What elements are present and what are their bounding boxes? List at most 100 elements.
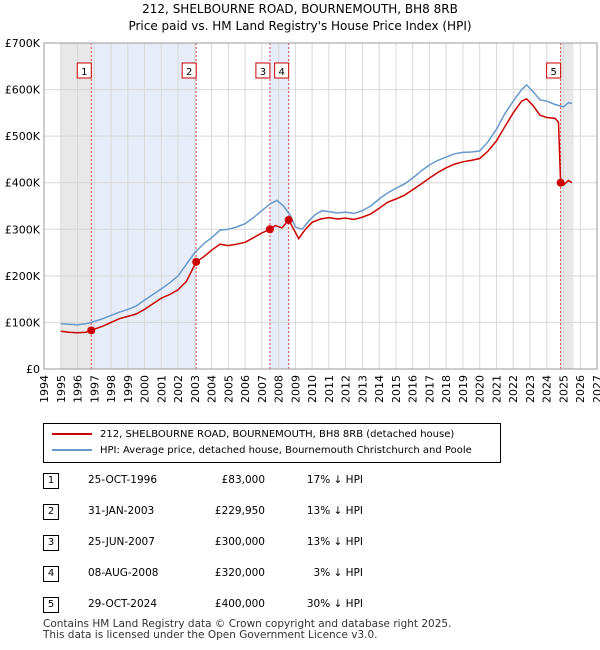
- sale-date: 25-OCT-1996: [88, 474, 157, 486]
- sale-hpi-diff: 30% ↓ HPI: [306, 598, 363, 610]
- legend-item-hpi: HPI: Average price, detached house, Bour…: [52, 445, 472, 456]
- y-tick-label: £0: [26, 363, 40, 376]
- chart-title: 212, SHELBOURNE ROAD, BOURNEMOUTH, BH8 8…: [142, 2, 458, 16]
- x-tick-label: 2002: [172, 375, 185, 403]
- sale-label-box-2: [181, 62, 197, 79]
- legend-label-property: 212, SHELBOURNE ROAD, BOURNEMOUTH, BH8 8…: [100, 429, 455, 440]
- sale-label-box-4: [274, 62, 290, 79]
- y-tick-label: £500K: [5, 130, 41, 143]
- x-tick-label: 2017: [423, 375, 436, 403]
- x-tick-label: 1998: [105, 375, 118, 403]
- sale-date: 25-JUN-2007: [88, 536, 155, 548]
- highlight-band-0: [91, 43, 197, 369]
- x-tick-label: 2005: [222, 375, 235, 403]
- sale-label-1: 1: [81, 67, 87, 78]
- x-tick-label: 1995: [55, 375, 68, 403]
- hatched-range-1: [560, 43, 574, 369]
- x-tick-label: 2021: [490, 375, 503, 403]
- sale-point-1: [87, 326, 96, 335]
- sale-point-2: [192, 257, 201, 266]
- x-tick-label: 2010: [306, 375, 319, 403]
- x-tick-label: 2012: [340, 375, 353, 403]
- x-tick-label: 2007: [256, 375, 269, 403]
- sale-label-5: 5: [550, 67, 556, 78]
- sale-label-4: 4: [278, 67, 284, 78]
- x-tick-label: 2016: [407, 375, 420, 403]
- legend-swatch-property: [52, 433, 92, 435]
- y-tick-label: £600K: [5, 84, 41, 97]
- footer-line-copyright: Contains HM Land Registry data © Crown c…: [43, 618, 452, 630]
- x-tick-label: 2001: [155, 375, 168, 403]
- table-row: 5 29-OCT-2024 £400,000 30% ↓ HPI: [43, 597, 483, 615]
- chart-subtitle: Price paid vs. HM Land Registry's House …: [128, 19, 472, 33]
- x-tick-label: 2013: [356, 375, 369, 403]
- x-tick-label: 2022: [507, 375, 520, 403]
- sale-price: £300,000: [214, 536, 265, 548]
- y-tick-label: £700K: [5, 37, 41, 50]
- sale-point-4: [284, 215, 293, 224]
- plot-frame: [43, 42, 598, 370]
- x-tick-label: 2025: [557, 375, 570, 403]
- y-tick-label: £100K: [5, 316, 41, 329]
- legend-item-property: 212, SHELBOURNE ROAD, BOURNEMOUTH, BH8 8…: [52, 429, 454, 440]
- sale-number-badge: 1: [43, 473, 59, 489]
- hpi-series-line: [60, 83, 573, 326]
- table-row: 4 08-AUG-2008 £320,000 3% ↓ HPI: [43, 566, 483, 584]
- x-tick-label: 1994: [38, 375, 51, 403]
- sale-label-3: 3: [260, 67, 266, 78]
- sale-number-badge: 5: [43, 597, 59, 613]
- sale-price: £320,000: [214, 567, 265, 579]
- sale-hpi-diff: 13% ↓ HPI: [306, 536, 363, 548]
- x-tick-label: 2020: [474, 375, 487, 403]
- x-tick-label: 1999: [122, 375, 135, 403]
- sale-hpi-diff: 17% ↓ HPI: [306, 474, 363, 486]
- x-tick-label: 2023: [524, 375, 537, 403]
- x-tick-label: 2024: [541, 375, 554, 403]
- sale-label-2: 2: [186, 67, 192, 78]
- y-tick-label: £300K: [5, 223, 41, 236]
- x-tick-label: 2000: [139, 375, 152, 403]
- footer-line-licence: This data is licensed under the Open Gov…: [43, 629, 378, 641]
- sale-point-5: [556, 178, 565, 187]
- x-tick-label: 2004: [206, 375, 219, 403]
- x-tick-label: 2003: [189, 375, 202, 403]
- sale-date: 08-AUG-2008: [88, 567, 159, 579]
- sale-price: £229,950: [214, 505, 265, 517]
- sale-label-box-3: [255, 62, 271, 79]
- y-tick-label: £400K: [5, 177, 41, 190]
- chart-legend: 212, SHELBOURNE ROAD, BOURNEMOUTH, BH8 8…: [43, 423, 501, 463]
- legend-swatch-hpi: [52, 449, 92, 451]
- sale-price: £400,000: [214, 598, 265, 610]
- sale-hpi-diff: 3% ↓ HPI: [313, 567, 363, 579]
- x-tick-label: 1996: [72, 375, 85, 403]
- sale-date: 29-OCT-2024: [88, 598, 157, 610]
- table-row: 1 25-OCT-1996 £83,000 17% ↓ HPI: [43, 473, 483, 491]
- sale-number-badge: 3: [43, 535, 59, 551]
- sale-hpi-diff: 13% ↓ HPI: [306, 505, 363, 517]
- x-tick-label: 2018: [440, 375, 453, 403]
- x-tick-label: 1997: [88, 375, 101, 403]
- x-tick-label: 2006: [239, 375, 252, 403]
- highlight-band-1: [269, 43, 289, 369]
- sale-label-box-1: [76, 62, 92, 79]
- x-tick-label: 2014: [373, 375, 386, 403]
- sale-number-badge: 4: [43, 566, 59, 582]
- sale-label-box-5: [546, 62, 562, 79]
- x-tick-label: 2026: [574, 375, 587, 403]
- table-row: 2 31-JAN-2003 £229,950 13% ↓ HPI: [43, 504, 483, 522]
- sale-number-badge: 2: [43, 504, 59, 520]
- hatched-range-0: [60, 43, 91, 369]
- x-tick-label: 2009: [289, 375, 302, 403]
- x-tick-label: 2027: [591, 375, 600, 403]
- price-chart: £0 £100K £200K £300K £400K £500K £600K £700K 199…: [5, 37, 600, 403]
- x-tick-label: 2019: [457, 375, 470, 403]
- sale-point-3: [265, 225, 274, 234]
- x-tick-label: 2015: [390, 375, 403, 403]
- footer-credit: Contains HM Land Registry data © Crown c…: [43, 619, 451, 641]
- x-tick-label: 2008: [273, 375, 286, 403]
- property-series-line: [60, 97, 573, 334]
- table-row: 3 25-JUN-2007 £300,000 13% ↓ HPI: [43, 535, 483, 553]
- sale-price: £83,000: [221, 474, 265, 486]
- sale-date: 31-JAN-2003: [88, 505, 155, 517]
- y-tick-label: £200K: [5, 270, 41, 283]
